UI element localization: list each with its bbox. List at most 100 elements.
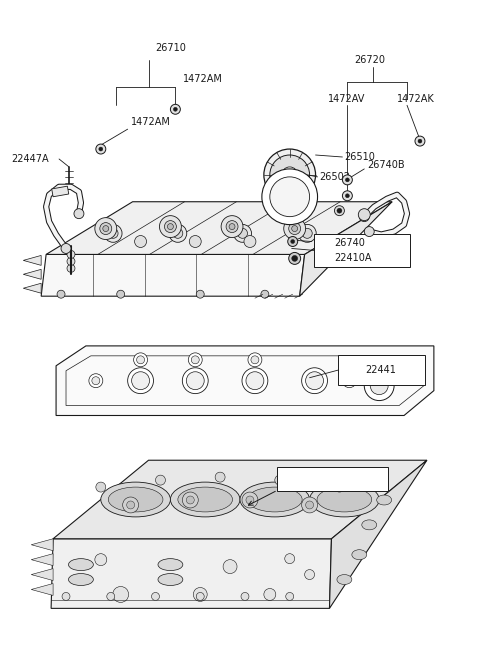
Circle shape: [264, 588, 276, 600]
Circle shape: [346, 194, 349, 197]
Ellipse shape: [158, 559, 183, 571]
Circle shape: [134, 236, 146, 247]
Circle shape: [288, 253, 300, 264]
Polygon shape: [31, 539, 53, 550]
Polygon shape: [31, 569, 53, 581]
Circle shape: [342, 175, 352, 185]
Circle shape: [298, 224, 316, 242]
Circle shape: [182, 492, 198, 508]
Polygon shape: [46, 202, 392, 255]
Circle shape: [226, 220, 238, 233]
Circle shape: [188, 353, 202, 367]
Text: 26740B: 26740B: [367, 160, 405, 170]
Circle shape: [288, 222, 300, 235]
Circle shape: [186, 496, 194, 504]
Circle shape: [335, 482, 344, 492]
Circle shape: [221, 216, 243, 237]
Circle shape: [107, 592, 115, 600]
Ellipse shape: [101, 482, 170, 517]
Circle shape: [108, 228, 118, 238]
Circle shape: [346, 178, 349, 182]
Ellipse shape: [108, 487, 163, 512]
Circle shape: [270, 155, 310, 195]
Ellipse shape: [337, 575, 352, 584]
Polygon shape: [300, 202, 392, 297]
FancyBboxPatch shape: [277, 467, 388, 491]
Text: 1472AM: 1472AM: [131, 117, 170, 127]
Circle shape: [242, 368, 268, 394]
Circle shape: [282, 167, 298, 183]
Ellipse shape: [69, 573, 93, 586]
Circle shape: [128, 368, 154, 394]
Circle shape: [192, 356, 199, 364]
Circle shape: [238, 228, 248, 238]
Circle shape: [246, 372, 264, 390]
Polygon shape: [23, 270, 41, 279]
Circle shape: [251, 356, 259, 364]
Bar: [52, 186, 69, 197]
Polygon shape: [23, 255, 41, 266]
Polygon shape: [23, 283, 41, 293]
Text: 1472AV: 1472AV: [327, 94, 365, 104]
Circle shape: [306, 501, 313, 509]
Circle shape: [137, 356, 144, 364]
Circle shape: [215, 472, 225, 482]
Circle shape: [291, 239, 295, 243]
Circle shape: [248, 353, 262, 367]
Circle shape: [168, 224, 173, 230]
Circle shape: [104, 224, 122, 242]
Circle shape: [346, 377, 353, 384]
Circle shape: [67, 257, 75, 266]
Circle shape: [100, 222, 112, 235]
Circle shape: [288, 237, 298, 247]
Circle shape: [286, 592, 294, 600]
Circle shape: [264, 149, 315, 201]
Polygon shape: [51, 539, 332, 608]
Text: 22447A: 22447A: [12, 154, 49, 164]
Text: 22441: 22441: [366, 365, 396, 375]
Circle shape: [242, 492, 258, 508]
Circle shape: [301, 497, 318, 513]
Circle shape: [173, 228, 183, 238]
Polygon shape: [329, 461, 427, 608]
Ellipse shape: [69, 559, 93, 571]
Ellipse shape: [352, 550, 367, 560]
Circle shape: [159, 216, 181, 237]
Circle shape: [335, 206, 344, 216]
Circle shape: [415, 136, 425, 146]
Circle shape: [262, 169, 318, 224]
Circle shape: [244, 236, 256, 247]
Circle shape: [223, 560, 237, 573]
Polygon shape: [31, 554, 53, 565]
Text: 22410A: 22410A: [335, 253, 372, 264]
Circle shape: [275, 475, 285, 485]
Circle shape: [418, 139, 422, 143]
Circle shape: [61, 243, 71, 253]
Text: REF.20-221A: REF.20-221A: [304, 475, 360, 483]
Circle shape: [370, 377, 388, 395]
Circle shape: [246, 496, 254, 504]
Circle shape: [305, 569, 314, 579]
Circle shape: [337, 208, 342, 213]
Circle shape: [152, 592, 159, 600]
Circle shape: [117, 290, 125, 298]
Circle shape: [189, 236, 201, 247]
Circle shape: [270, 177, 310, 216]
Circle shape: [196, 290, 204, 298]
Circle shape: [292, 226, 298, 232]
Ellipse shape: [158, 573, 183, 586]
Text: 1472AK: 1472AK: [397, 94, 435, 104]
Ellipse shape: [170, 482, 240, 517]
Circle shape: [67, 264, 75, 272]
Circle shape: [113, 586, 129, 602]
Circle shape: [301, 368, 327, 394]
Circle shape: [95, 218, 117, 239]
Circle shape: [156, 475, 166, 485]
Circle shape: [96, 144, 106, 154]
Circle shape: [173, 108, 178, 112]
Circle shape: [165, 220, 176, 233]
Polygon shape: [31, 584, 53, 596]
Text: 26710: 26710: [156, 43, 186, 52]
Polygon shape: [56, 346, 434, 415]
Circle shape: [62, 592, 70, 600]
